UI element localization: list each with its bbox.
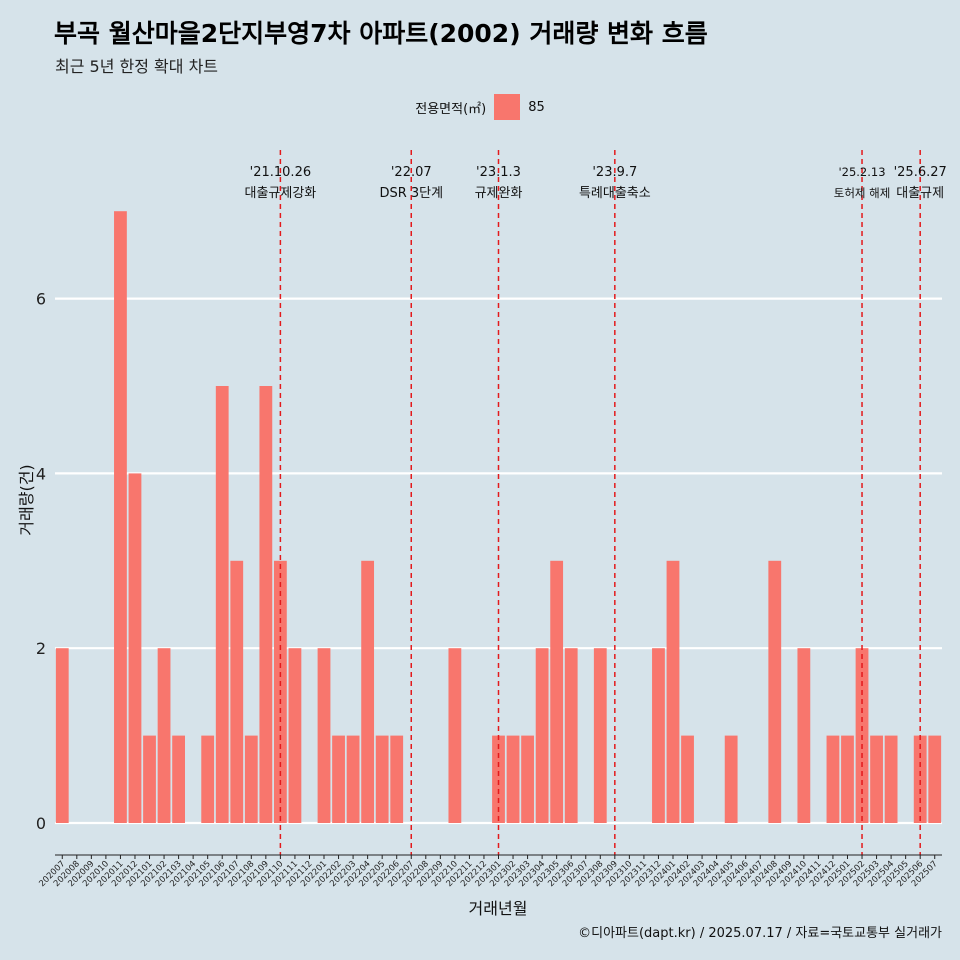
event-label: 규제완화 [475,186,523,201]
legend-key-85 [494,94,521,120]
chart-subtitle: 최근 5년 한정 확대 차트 [55,57,219,76]
event-label: 대출규제 [896,186,944,201]
event-label: 특례대출축소 [579,186,651,201]
legend-label-85: 85 [528,99,545,115]
y-axis-label: 거래량(건) [17,464,36,535]
bar-202206 [390,735,404,823]
event-date: '23.1.3 [476,165,521,180]
event-date: '22.07 [391,165,432,180]
bar-202405 [724,735,738,823]
bar-202201 [317,648,331,823]
bar-202011 [114,211,127,823]
y-tick-label: 6 [36,290,46,309]
bar-202304 [535,648,549,823]
bar-202507 [928,735,942,823]
bar-202109 [259,386,273,823]
event-label: 대출규제강화 [245,186,317,201]
y-tick-label: 0 [36,814,46,833]
event-date: '23.9.7 [592,165,637,180]
event-date: '25.2.13 [838,165,885,179]
bar-202412 [826,735,840,823]
axes: 0246202007202008202009202010202011202012… [36,290,942,889]
event-date: '25.6.27 [894,165,947,180]
bar-202202 [332,735,345,823]
bar-202401 [666,560,680,823]
bar-202101 [143,735,156,823]
bar-202302 [506,735,520,823]
bar-202506 [913,735,927,823]
event-label: DSR 3단계 [379,186,443,201]
bar-202303 [521,735,534,823]
bars [55,211,942,823]
bar-202111 [288,648,302,823]
bar-202402 [681,735,694,823]
bar-202410 [797,648,811,823]
bar-202107 [230,560,244,823]
bar-202305 [550,560,564,823]
bar-202503 [870,735,883,823]
bar-202007 [55,648,69,823]
source-caption: ©디아파트(dapt.kr) / 2025.07.17 / 자료=국토교통부 실… [578,926,942,941]
bar-202501 [841,735,854,823]
bar-202408 [768,560,782,823]
y-tick-label: 4 [36,464,46,483]
event-label: 토허제 해제 [834,186,891,200]
bar-202210 [448,648,462,823]
event-date: '21.10.26 [250,165,311,180]
bar-202012 [128,473,142,823]
bar-202103 [172,735,185,823]
bar-202301 [492,735,505,823]
bar-202102 [157,648,171,823]
legend: 전용면적(㎡) 85 [0,93,960,121]
bar-202204 [361,560,375,823]
legend-title: 전용면적(㎡) [415,101,487,117]
bar-202306 [564,648,578,823]
event-lines: '21.10.26 대출규제강화 '22.07 DSR 3단계 '23.1.3 규제완화 '… [245,150,947,855]
chart-title: 부곡 월산마을2단지부영7차 아파트(2002) 거래량 변화 흐름 [54,19,708,48]
bar-202105 [201,735,215,823]
x-axis-label: 거래년월 [469,899,528,918]
bar-202106 [215,386,229,823]
bar-202312 [652,648,665,823]
y-tick-label: 2 [36,639,46,658]
bar-202205 [375,735,389,823]
bar-202504 [884,735,898,823]
bar-202308 [593,648,607,823]
bar-202203 [346,735,360,823]
bar-202108 [244,735,258,823]
